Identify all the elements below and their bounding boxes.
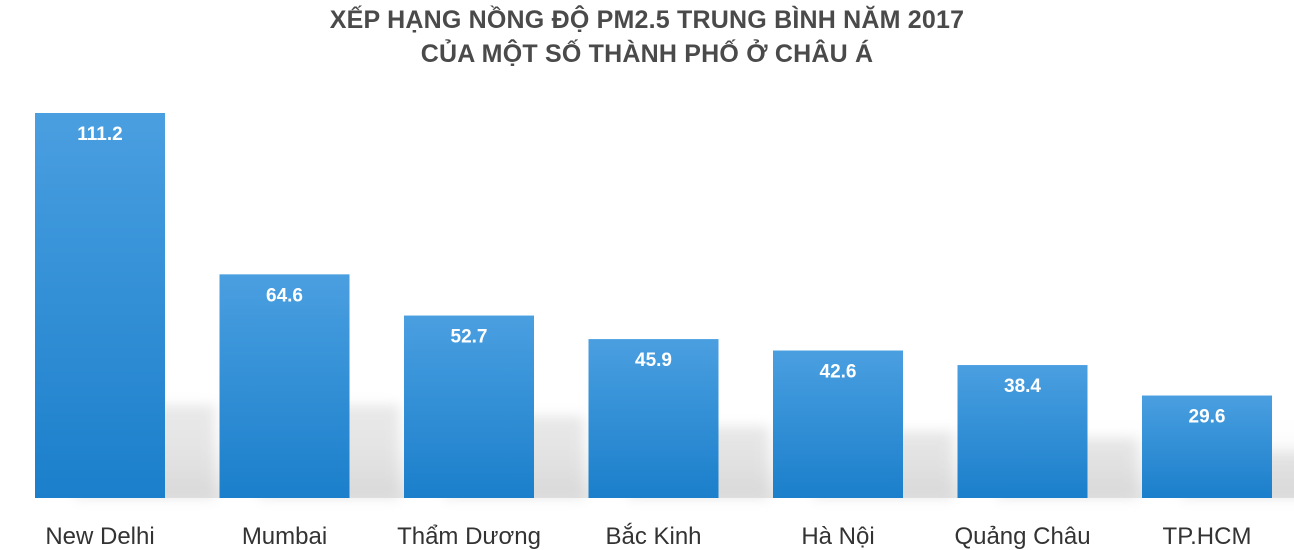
data-label: 42.6 — [820, 362, 857, 383]
chart-title-line-2: CỦA MỘT SỐ THÀNH PHỐ Ở CHÂU Á — [420, 40, 874, 68]
labels-layer: 111.2 New Delhi 64.6 Mumbai 52.7 Thẩm Dương 45… — [45, 124, 1251, 550]
category-label: Bắc Kinh — [605, 523, 701, 550]
bar-b-c-kinh — [588, 339, 719, 498]
category-label: New Delhi — [45, 523, 154, 550]
bars-layer — [35, 113, 1272, 498]
category-label: Thẩm Dương — [397, 523, 541, 550]
data-label: 111.2 — [77, 124, 122, 145]
category-label: TP.HCM — [1163, 523, 1252, 550]
data-label: 52.7 — [451, 327, 488, 348]
bar-th-m-d-ng — [404, 315, 534, 498]
chart-title-line-1: XẾP HẠNG NỒNG ĐỘ PM2.5 TRUNG BÌNH NĂM 20… — [329, 6, 965, 34]
bar-mumbai — [219, 274, 350, 498]
category-label: Quảng Châu — [954, 523, 1090, 550]
bar-qu-ng-ch-u — [957, 365, 1088, 498]
bar-h-n-i — [773, 350, 903, 498]
data-label: 29.6 — [1189, 407, 1226, 428]
bar-new-delhi — [35, 113, 165, 498]
bar-tp-hcm — [1142, 395, 1272, 498]
category-label: Mumbai — [242, 523, 327, 550]
category-label: Hà Nội — [801, 523, 874, 550]
data-label: 45.9 — [635, 350, 672, 371]
data-label: 38.4 — [1004, 376, 1041, 397]
data-label: 64.6 — [266, 285, 303, 306]
